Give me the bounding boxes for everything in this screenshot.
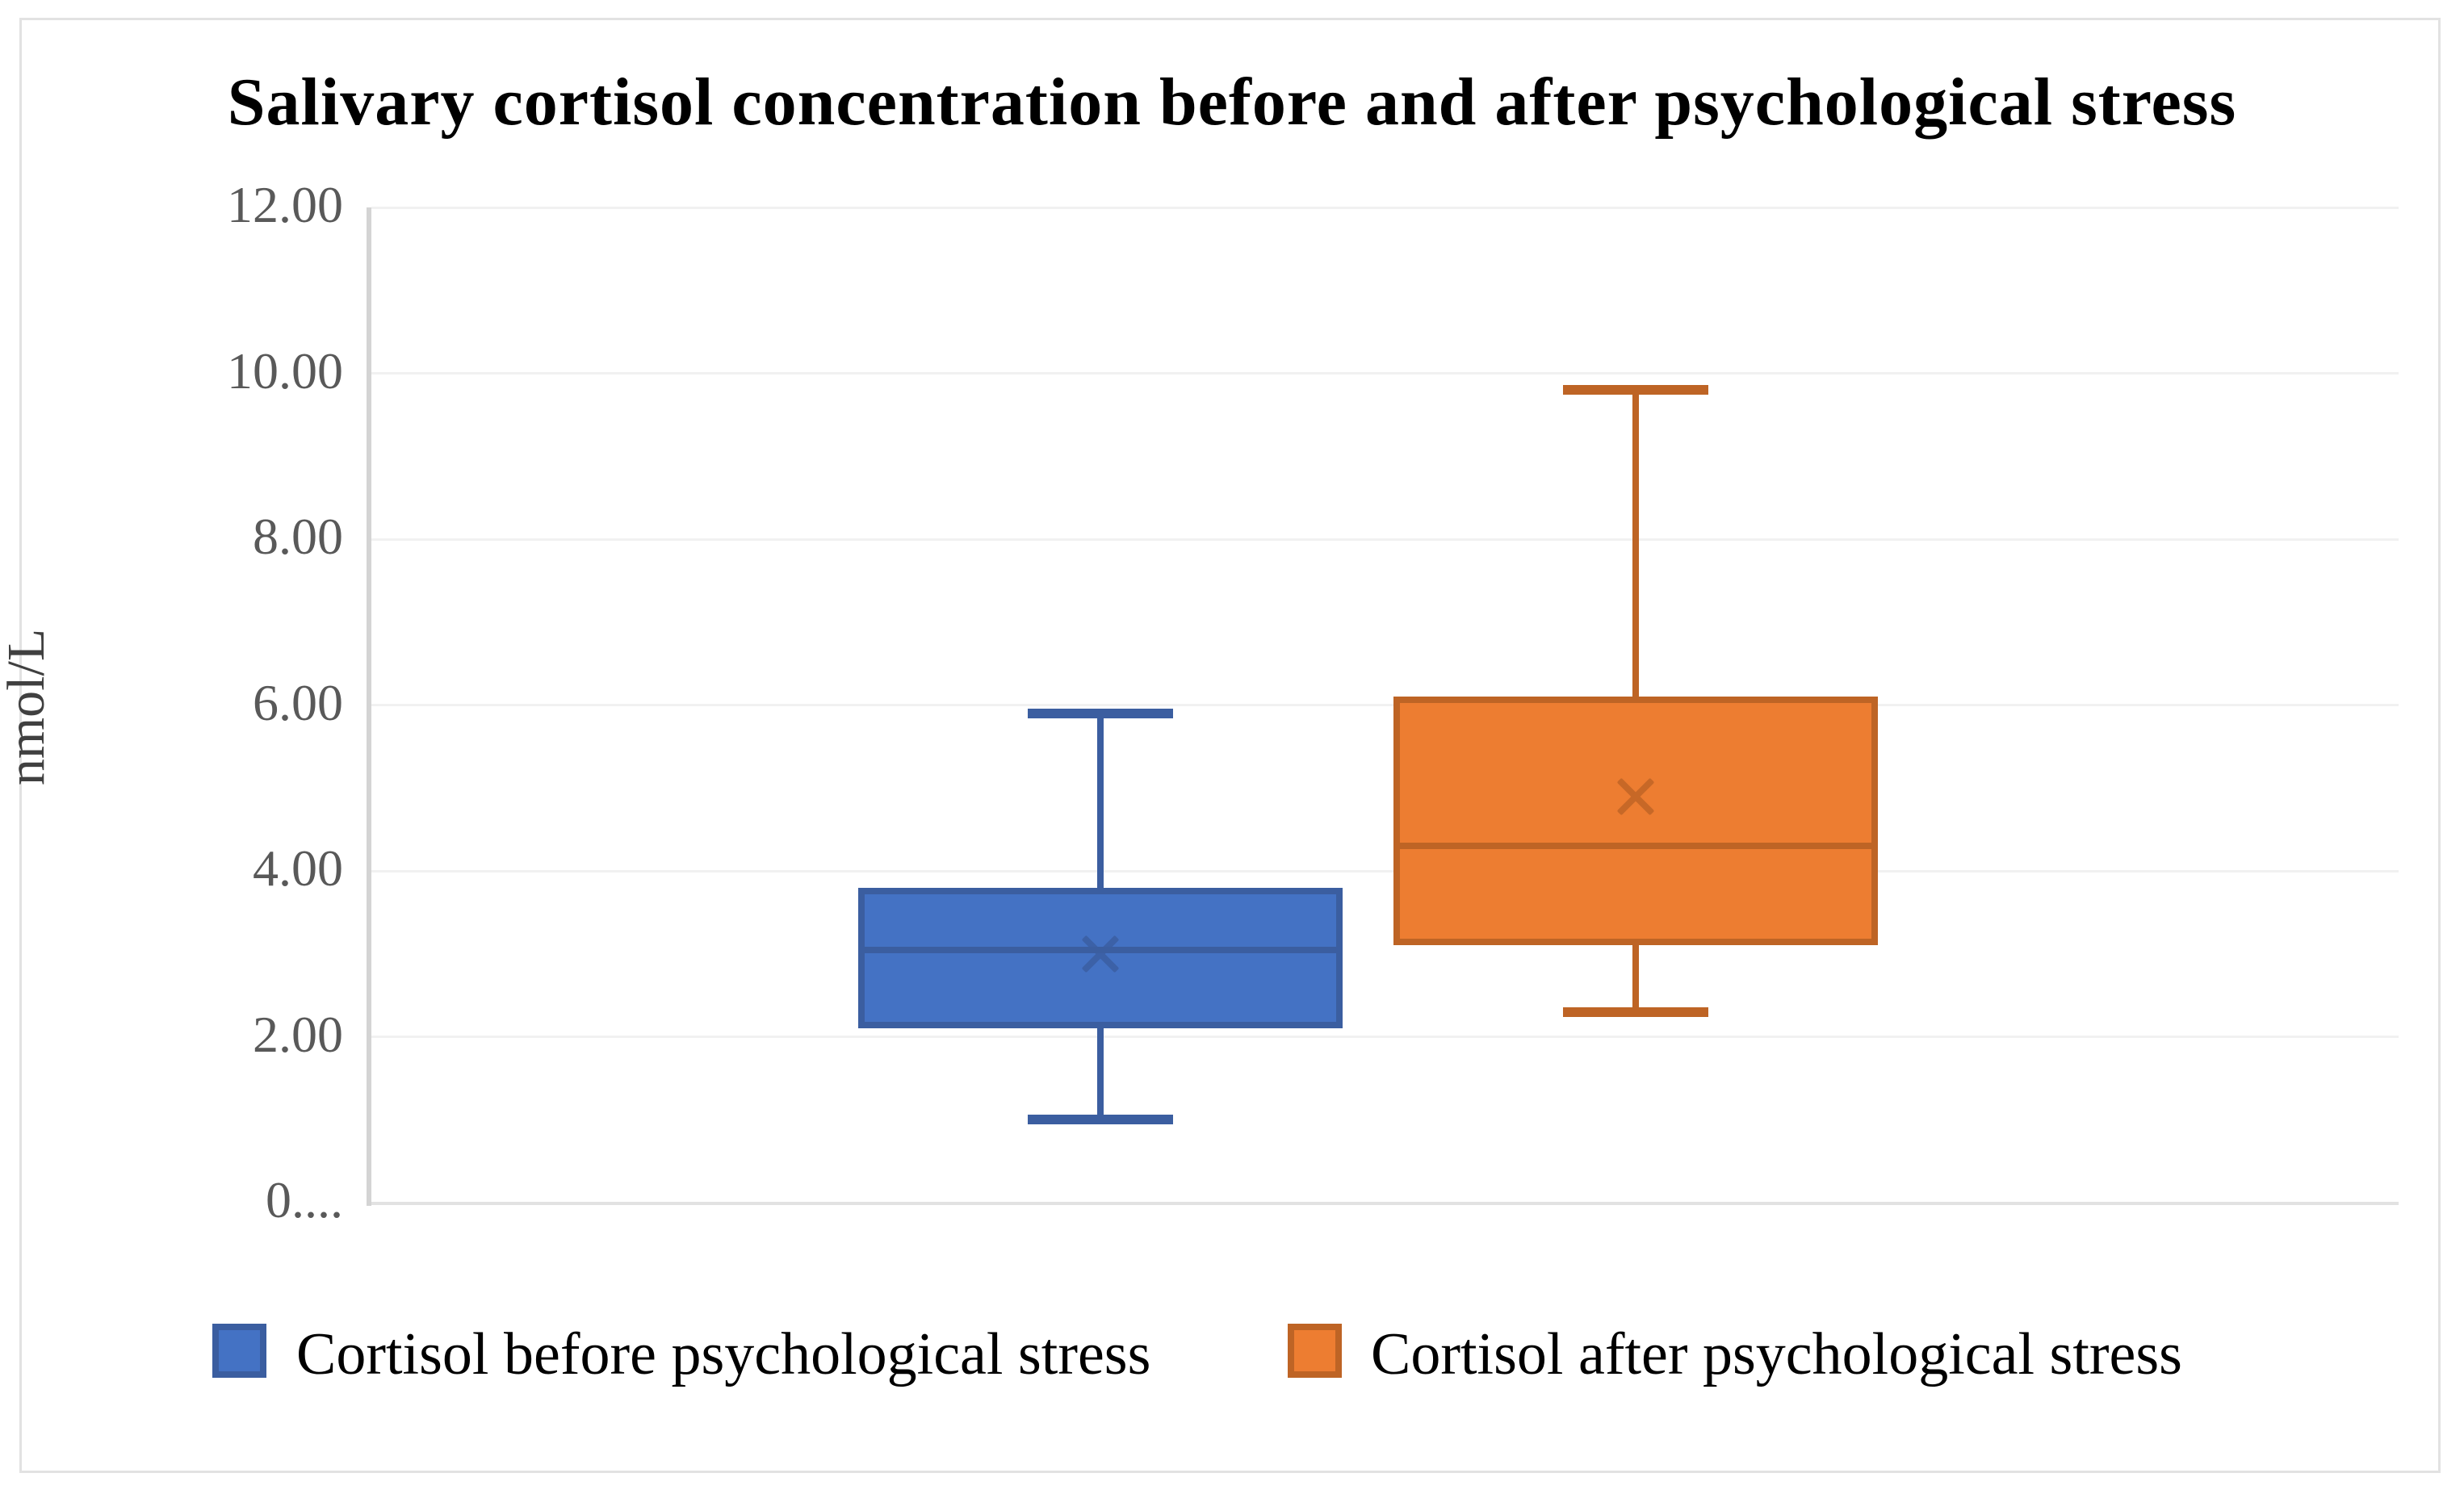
whisker-lower-before — [1097, 1028, 1104, 1120]
whisker-upper-before — [1097, 713, 1104, 888]
gridline-10 — [371, 372, 2399, 375]
legend-label-before: Cortisol before psychological stress — [296, 1321, 1151, 1387]
plot-area — [367, 206, 2399, 1206]
whisker-cap-max-after — [1563, 385, 1708, 395]
y-tick-label-4: 4.00 — [253, 839, 343, 898]
y-tick-label-0: 0.... — [266, 1171, 343, 1229]
gridline-6 — [371, 704, 2399, 706]
box-after — [1393, 697, 1878, 946]
y-tick-label-12: 12.00 — [227, 176, 343, 234]
legend-label-after: Cortisol after psychological stress — [1371, 1321, 2182, 1387]
mean-marker-after — [1612, 773, 1659, 820]
y-tick-label-10: 10.00 — [227, 341, 343, 400]
gridline-2 — [371, 1036, 2399, 1038]
legend: Cortisol before psychological stress Cor… — [0, 1314, 2464, 1395]
whisker-upper-after — [1632, 390, 1639, 697]
median-line-after — [1400, 843, 1871, 850]
y-tick-label-6: 6.00 — [253, 673, 343, 731]
whisker-cap-min-before — [1028, 1115, 1173, 1125]
legend-swatch-before — [212, 1324, 266, 1378]
gridline-8 — [371, 538, 2399, 541]
whisker-cap-max-before — [1028, 708, 1173, 718]
gridline-4 — [371, 869, 2399, 873]
y-tick-label-8: 8.00 — [253, 508, 343, 566]
figure-border — [19, 18, 2441, 1473]
legend-swatch-after — [1288, 1324, 1342, 1378]
chart-title: Salivary cortisol concentration before a… — [227, 65, 2237, 140]
gridline-12 — [371, 206, 2399, 209]
y-tick-label-2: 2.00 — [253, 1005, 343, 1063]
whisker-cap-min-after — [1563, 1006, 1708, 1017]
gridline-0 — [371, 1201, 2399, 1205]
mean-marker-before — [1077, 931, 1124, 977]
whisker-lower-after — [1632, 945, 1639, 1012]
y-axis-line — [367, 207, 371, 1206]
